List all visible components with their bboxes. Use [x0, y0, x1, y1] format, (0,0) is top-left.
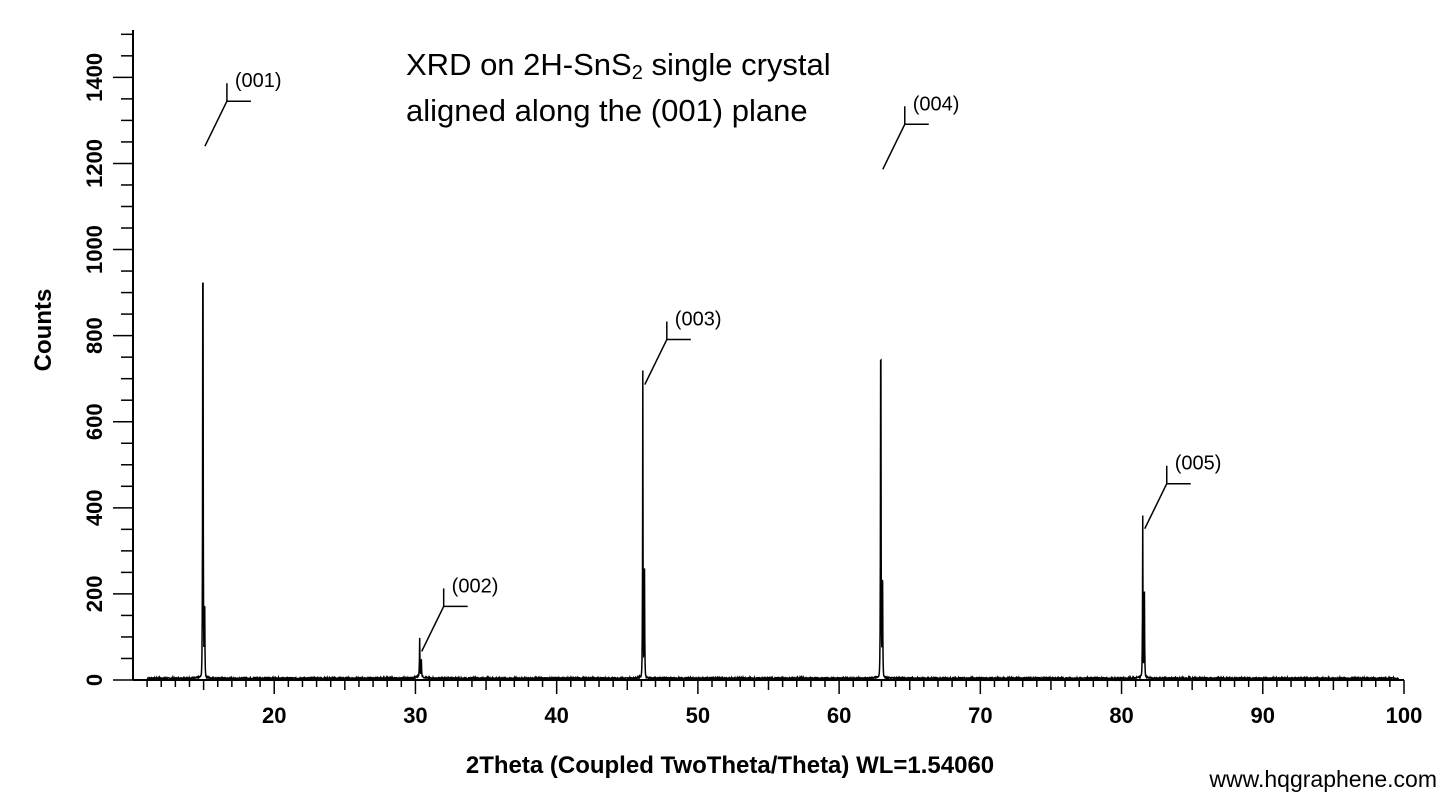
y-tick-label: 600 [82, 403, 107, 440]
peak-label: (005) [1175, 453, 1222, 475]
y-tick-label: 1200 [82, 139, 107, 188]
y-tick-label: 800 [82, 317, 107, 354]
x-axis-label: 2Theta (Coupled TwoTheta/Theta) WL=1.540… [465, 752, 995, 779]
peak-annotations: (001) (002) (003) (004) (005) [204, 70, 1222, 652]
y-tick-label: 1000 [82, 225, 107, 274]
peak-leader-line [1144, 483, 1168, 530]
title-line-2: aligned along the (001) plane [406, 93, 808, 128]
peak-label: (003) [675, 309, 722, 331]
peak-leader-line [421, 606, 445, 652]
y-tick-label: 0 [82, 674, 107, 686]
peak-leader-line [644, 339, 668, 385]
y-tick-label: 1400 [82, 53, 107, 102]
peak-label: (002) [452, 575, 499, 597]
axes: 20 30 40 50 60 70 80 90 100020040060080010001200… [82, 30, 1422, 728]
x-tick-label: 80 [1109, 703, 1133, 728]
xrd-trace-line [146, 282, 1400, 682]
watermark: www.hqgraphene.com [1209, 766, 1437, 792]
peak-label: (004) [913, 93, 960, 115]
x-tick-label: 50 [686, 703, 710, 728]
y-tick-label: 200 [82, 576, 107, 613]
y-axis-label: Counts [30, 288, 57, 372]
chart-title: XRD on 2H-SnS2 single crystal aligned al… [406, 46, 831, 130]
title-subscript: 2 [631, 62, 643, 84]
peak-label: (001) [235, 70, 282, 92]
y-tick-label: 400 [82, 489, 107, 526]
x-tick-label: 90 [1251, 703, 1275, 728]
title-line-1: XRD on 2H-SnS [406, 47, 632, 82]
diffraction-trace [146, 282, 1400, 682]
x-tick-label: 20 [262, 703, 286, 728]
x-tick-label: 40 [544, 703, 568, 728]
title-line-1-tail: single crystal [642, 47, 831, 82]
x-tick-label: 30 [403, 703, 427, 728]
x-tick-label: 60 [827, 703, 851, 728]
peak-leader-line [882, 123, 906, 170]
peak-leader-line [204, 100, 228, 147]
x-tick-label: 70 [968, 703, 992, 728]
x-tick-label: 100 [1386, 703, 1423, 728]
